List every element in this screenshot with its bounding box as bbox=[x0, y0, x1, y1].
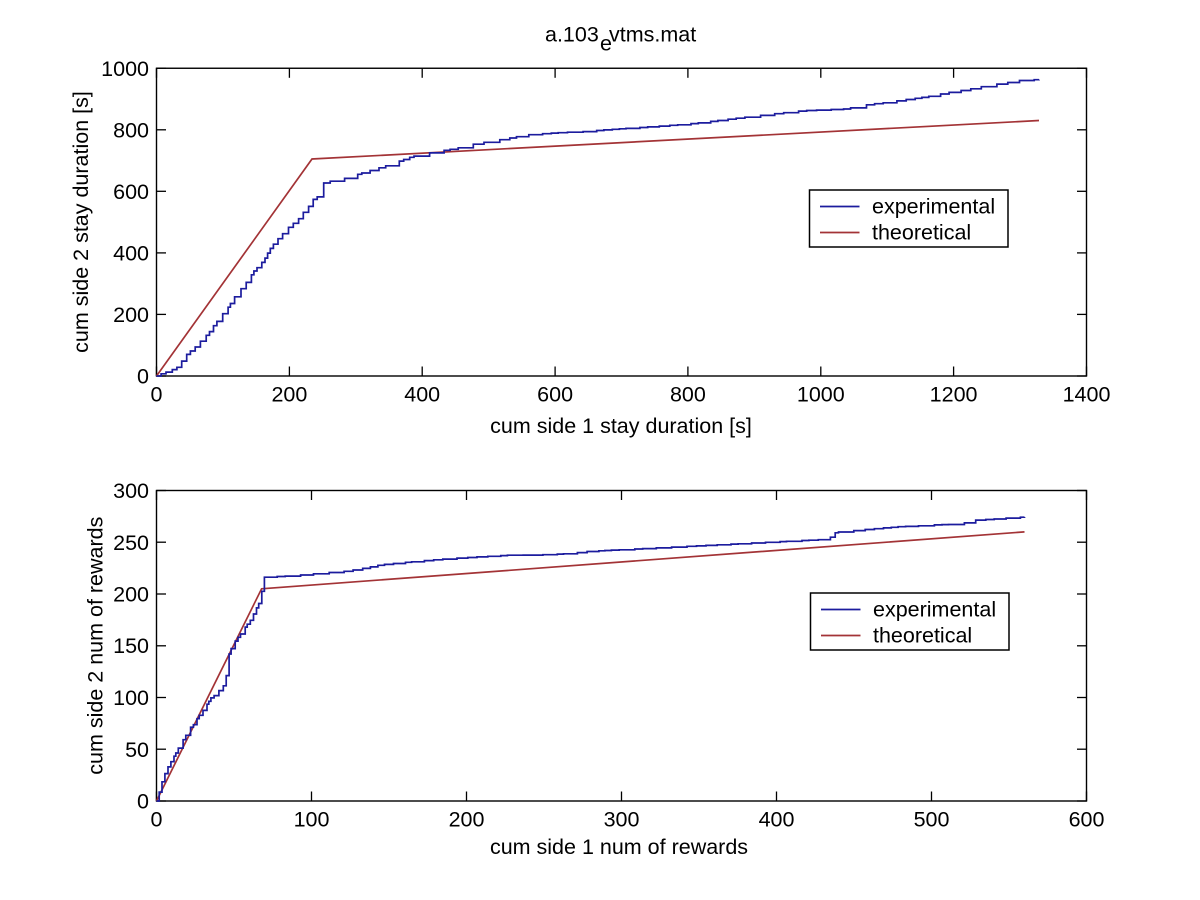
svg-text:200: 200 bbox=[271, 383, 307, 407]
svg-text:600: 600 bbox=[113, 180, 149, 204]
svg-text:0: 0 bbox=[151, 383, 163, 407]
svg-text:400: 400 bbox=[404, 383, 440, 407]
svg-text:experimental: experimental bbox=[873, 598, 996, 622]
svg-text:100: 100 bbox=[294, 808, 330, 832]
svg-text:250: 250 bbox=[113, 531, 149, 555]
svg-text:1000: 1000 bbox=[101, 57, 149, 81]
svg-text:50: 50 bbox=[125, 738, 149, 762]
svg-text:cum side 2 num of rewards: cum side 2 num of rewards bbox=[84, 517, 108, 775]
svg-text:400: 400 bbox=[759, 808, 795, 832]
svg-text:0: 0 bbox=[151, 808, 163, 832]
svg-text:cum side 2 stay duration [s]: cum side 2 stay duration [s] bbox=[69, 91, 93, 353]
svg-text:experimental: experimental bbox=[872, 195, 995, 219]
svg-text:600: 600 bbox=[1069, 808, 1105, 832]
svg-text:300: 300 bbox=[604, 808, 640, 832]
svg-text:400: 400 bbox=[113, 241, 149, 265]
svg-text:1200: 1200 bbox=[930, 383, 978, 407]
svg-text:1400: 1400 bbox=[1063, 383, 1111, 407]
svg-text:100: 100 bbox=[113, 686, 149, 710]
svg-text:150: 150 bbox=[113, 634, 149, 658]
svg-text:0: 0 bbox=[137, 365, 149, 389]
svg-text:cum side 1 num of rewards: cum side 1 num of rewards bbox=[490, 835, 748, 859]
svg-text:800: 800 bbox=[670, 383, 706, 407]
svg-text:e: e bbox=[600, 31, 612, 55]
svg-text:200: 200 bbox=[113, 583, 149, 607]
svg-text:vtms.mat: vtms.mat bbox=[609, 23, 696, 47]
svg-text:cum side 1 stay duration [s]: cum side 1 stay duration [s] bbox=[490, 414, 752, 438]
svg-text:500: 500 bbox=[914, 808, 950, 832]
svg-text:1000: 1000 bbox=[797, 383, 845, 407]
svg-text:0: 0 bbox=[137, 790, 149, 814]
svg-text:a.103: a.103 bbox=[545, 23, 599, 47]
svg-text:200: 200 bbox=[449, 808, 485, 832]
svg-text:800: 800 bbox=[113, 118, 149, 142]
svg-text:300: 300 bbox=[113, 479, 149, 503]
svg-text:200: 200 bbox=[113, 303, 149, 327]
svg-text:600: 600 bbox=[537, 383, 573, 407]
svg-text:theoretical: theoretical bbox=[873, 624, 972, 648]
svg-text:theoretical: theoretical bbox=[872, 221, 971, 245]
